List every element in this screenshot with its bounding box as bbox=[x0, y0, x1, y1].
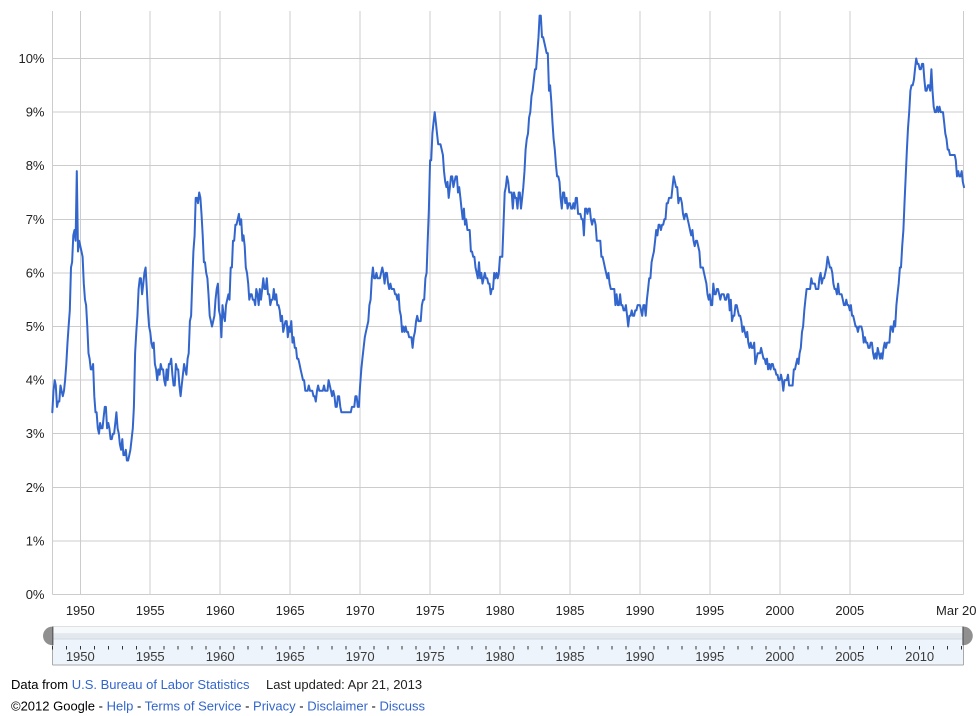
svg-text:1955: 1955 bbox=[136, 603, 165, 618]
svg-text:2005: 2005 bbox=[835, 649, 864, 664]
svg-text:6%: 6% bbox=[26, 265, 45, 280]
svg-text:1985: 1985 bbox=[556, 603, 585, 618]
svg-text:9%: 9% bbox=[26, 105, 45, 120]
svg-text:2010: 2010 bbox=[905, 649, 934, 664]
svg-text:2000: 2000 bbox=[765, 603, 794, 618]
svg-text:2005: 2005 bbox=[835, 603, 864, 618]
svg-text:1970: 1970 bbox=[346, 649, 375, 664]
svg-text:3%: 3% bbox=[26, 426, 45, 441]
svg-text:1965: 1965 bbox=[276, 649, 305, 664]
svg-text:1950: 1950 bbox=[66, 649, 95, 664]
svg-text:4%: 4% bbox=[26, 373, 45, 388]
svg-text:8%: 8% bbox=[26, 158, 45, 173]
svg-text:1980: 1980 bbox=[486, 649, 515, 664]
svg-text:1950: 1950 bbox=[66, 603, 95, 618]
svg-text:1980: 1980 bbox=[486, 603, 515, 618]
svg-text:1990: 1990 bbox=[625, 649, 654, 664]
svg-text:1975: 1975 bbox=[416, 603, 445, 618]
svg-text:10%: 10% bbox=[18, 51, 44, 66]
svg-text:7%: 7% bbox=[26, 212, 45, 227]
svg-text:2000: 2000 bbox=[765, 649, 794, 664]
svg-text:1%: 1% bbox=[26, 533, 45, 548]
svg-text:1960: 1960 bbox=[206, 649, 235, 664]
svg-text:©2012 Google - Help - Terms of: ©2012 Google - Help - Terms of Service -… bbox=[11, 699, 425, 714]
svg-text:2%: 2% bbox=[26, 480, 45, 495]
svg-text:1975: 1975 bbox=[416, 649, 445, 664]
svg-text:Last updated: Apr 21, 2013: Last updated: Apr 21, 2013 bbox=[266, 677, 422, 692]
svg-text:1960: 1960 bbox=[206, 603, 235, 618]
svg-text:Data from U.S. Bureau of Labor: Data from U.S. Bureau of Labor Statistic… bbox=[11, 677, 250, 692]
svg-text:1995: 1995 bbox=[695, 649, 724, 664]
svg-text:1955: 1955 bbox=[136, 649, 165, 664]
svg-text:0%: 0% bbox=[26, 587, 45, 602]
svg-text:1965: 1965 bbox=[276, 603, 305, 618]
svg-text:Mar 2013: Mar 2013 bbox=[936, 603, 976, 618]
svg-text:1970: 1970 bbox=[346, 603, 375, 618]
svg-text:1995: 1995 bbox=[695, 603, 724, 618]
svg-text:5%: 5% bbox=[26, 319, 45, 334]
svg-text:1985: 1985 bbox=[556, 649, 585, 664]
svg-text:1990: 1990 bbox=[625, 603, 654, 618]
